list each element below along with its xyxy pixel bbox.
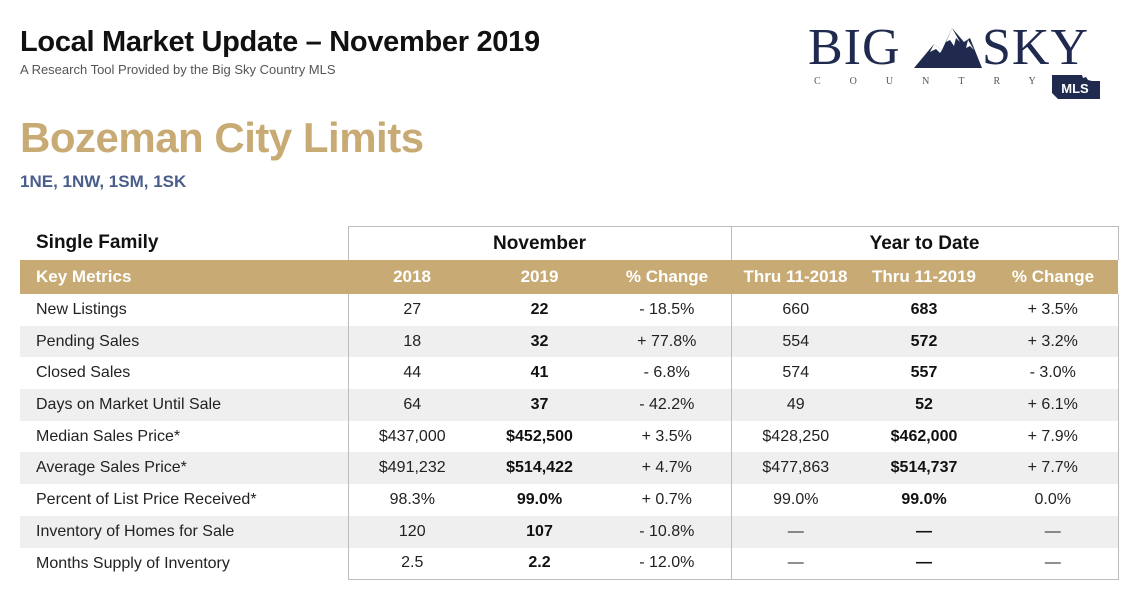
ytd-change-value: + 6.1% xyxy=(988,389,1119,421)
month-change-value: + 0.7% xyxy=(641,490,692,508)
month-change-value: + 3.5% xyxy=(641,427,692,445)
ytd-2018-value: 574 xyxy=(730,357,861,390)
month-2018-value: 27 xyxy=(347,294,476,326)
ytd-2018-value: — xyxy=(730,515,861,548)
ytd-2019-value: 52 xyxy=(860,389,989,421)
column-header: 2019 xyxy=(476,260,603,294)
metric-label: Average Sales Price* xyxy=(20,452,348,485)
ytd-2018-value: 660 xyxy=(730,294,861,326)
month-change-value: - 18.5% xyxy=(639,300,695,318)
month-change-value: - 6.8% xyxy=(643,364,690,382)
month-2019-value: 99.0% xyxy=(516,490,563,508)
ytd-2018-value: $477,863 xyxy=(730,452,861,485)
table-row: Median Sales Price* $437,000 $452,500 + … xyxy=(20,420,1119,453)
area-title: Bozeman City Limits xyxy=(20,114,424,161)
month-2019-value: $514,422 xyxy=(476,452,603,485)
month-change-value: - 10.8% xyxy=(603,515,732,548)
mls-badge-label: MLS xyxy=(1061,81,1089,96)
table-row: Pending Sales 18 32 + 77.8% 554 572 + 3.… xyxy=(20,325,1119,358)
month-change-value: + 4.7% xyxy=(603,452,732,485)
ytd-2019-value: 572 xyxy=(860,325,989,358)
metric-label: Days on Market Until Sale xyxy=(20,389,348,421)
ytd-2018-value: $428,250 xyxy=(730,420,861,453)
logo-word-big: BIG xyxy=(808,19,901,76)
market-metrics-table: Single Family November Year to Date Key … xyxy=(20,226,1119,581)
ytd-2018-value: 554 xyxy=(730,325,861,358)
page-subtitle: A Research Tool Provided by the Big Sky … xyxy=(20,62,336,77)
table-row: Closed Sales 44 41 - 6.8% 574 557 - 3.0% xyxy=(20,357,1119,390)
table-row: Days on Market Until Sale 64 37 - 42.2% … xyxy=(20,389,1119,421)
month-2018-value: 64 xyxy=(347,389,476,421)
column-header: % Change xyxy=(603,260,732,294)
ytd-change-value: — xyxy=(988,515,1119,548)
month-2019-value: $452,500 xyxy=(506,427,573,445)
big-sky-country-mls-logo: BIG SKY COUNTRY MLS xyxy=(806,20,1116,100)
metric-label: Pending Sales xyxy=(20,325,348,358)
month-2018-value: $491,232 xyxy=(347,452,476,485)
table-row: Percent of List Price Received* 98.3% 99… xyxy=(20,484,1119,516)
table-column-header-row: Key Metrics 2018 2019 % Change Thru 11-2… xyxy=(20,260,1119,294)
ytd-2018-value: 99.0% xyxy=(730,484,861,516)
column-header: Thru 11-2019 xyxy=(860,260,989,294)
month-2019-value: 41 xyxy=(530,364,549,382)
ytd-2019-value: 683 xyxy=(910,300,938,318)
group-month-header: November xyxy=(347,226,732,260)
ytd-change-value: + 7.7% xyxy=(988,452,1119,485)
month-2018-value: 120 xyxy=(347,515,476,548)
logo-word-sky: SKY xyxy=(982,19,1090,76)
column-header: Thru 11-2018 xyxy=(731,260,861,294)
metric-label: Inventory of Homes for Sale xyxy=(20,515,348,548)
ytd-change-value: + 3.5% xyxy=(988,294,1119,326)
ytd-2019-value: 99.0% xyxy=(901,490,947,508)
property-type-label: Single Family xyxy=(20,226,348,260)
metric-label: Months Supply of Inventory xyxy=(36,554,230,572)
table-row: Inventory of Homes for Sale 120 107 - 10… xyxy=(20,515,1119,548)
month-2019-value: 22 xyxy=(530,300,549,318)
ytd-2018-value: 49 xyxy=(730,389,861,421)
ytd-2018-value: — xyxy=(730,547,861,581)
table-body: New Listings 27 22 - 18.5% 660 683 + 3.5… xyxy=(20,294,1119,581)
table-row: Average Sales Price* $491,232 $514,422 +… xyxy=(20,452,1119,485)
table-group-header-row: Single Family November Year to Date xyxy=(20,226,1119,260)
ytd-change-value: 0.0% xyxy=(988,484,1119,516)
month-2019-value: 32 xyxy=(476,325,603,358)
metric-label: Closed Sales xyxy=(36,364,131,382)
mls-badge: MLS xyxy=(1052,75,1100,99)
month-change-value: - 42.2% xyxy=(603,389,732,421)
month-2018-value: 98.3% xyxy=(347,484,476,516)
ytd-change-value: — xyxy=(988,547,1119,581)
ytd-change-value: - 3.0% xyxy=(988,357,1119,390)
column-header: Key Metrics xyxy=(20,260,348,294)
table-row: New Listings 27 22 - 18.5% 660 683 + 3.5… xyxy=(20,294,1119,326)
table-row: Months Supply of Inventory 2.5 2.2 - 12.… xyxy=(20,547,1119,581)
column-header: % Change xyxy=(988,260,1119,294)
month-change-value: + 77.8% xyxy=(603,325,732,358)
mountain-icon xyxy=(914,28,982,68)
ytd-2019-value: $514,737 xyxy=(860,452,989,485)
ytd-2019-value: — xyxy=(860,547,989,581)
ytd-change-value: + 3.2% xyxy=(988,325,1119,358)
area-subtitle: 1NE, 1NW, 1SM, 1SK xyxy=(20,172,187,191)
ytd-change-value: + 7.9% xyxy=(988,420,1119,453)
metric-label: New Listings xyxy=(36,300,127,318)
ytd-2019-value: 557 xyxy=(910,364,938,382)
ytd-2019-value: $462,000 xyxy=(890,427,958,445)
column-header: 2018 xyxy=(348,260,476,294)
metric-label: Median Sales Price* xyxy=(36,427,181,445)
month-2018-value: $437,000 xyxy=(347,420,476,453)
metric-label: Percent of List Price Received* xyxy=(36,490,257,508)
month-change-value: - 12.0% xyxy=(603,547,732,581)
month-2018-value: 2.5 xyxy=(347,547,476,581)
month-2018-value: 44 xyxy=(347,357,476,390)
page-title: Local Market Update – November 2019 xyxy=(20,26,540,58)
group-ytd-header: Year to Date xyxy=(730,226,1119,260)
month-2019-value: 107 xyxy=(476,515,603,548)
month-2018-value: 18 xyxy=(347,325,476,358)
logo-tagline: COUNTRY xyxy=(814,76,1065,87)
month-2019-value: 37 xyxy=(476,389,603,421)
month-2019-value: 2.2 xyxy=(476,547,603,581)
ytd-2019-value: — xyxy=(860,515,989,548)
